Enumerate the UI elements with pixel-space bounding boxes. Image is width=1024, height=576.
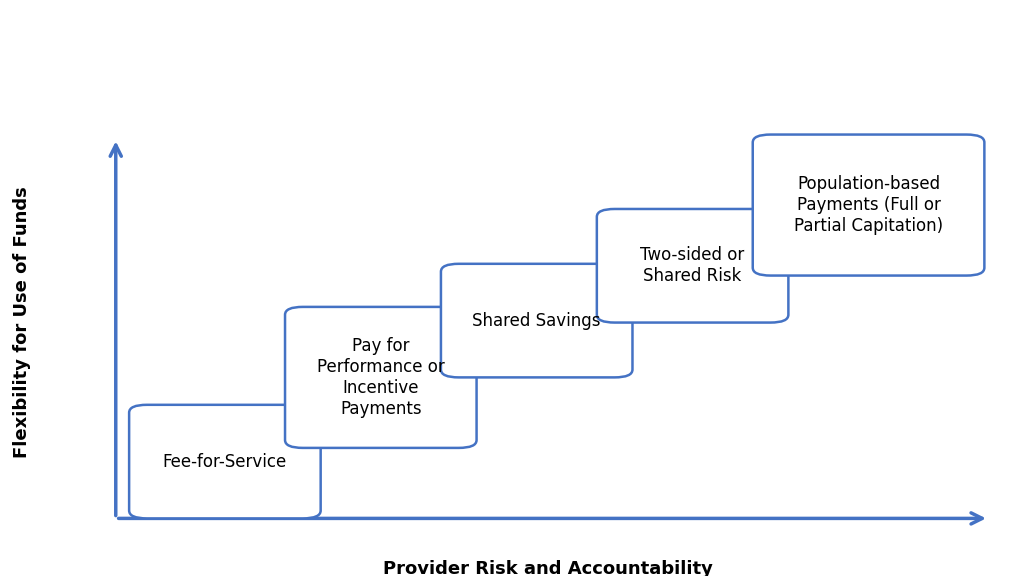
Text: Provider Risk and Accountability: Provider Risk and Accountability: [383, 560, 713, 576]
FancyBboxPatch shape: [285, 307, 476, 448]
Text: Population-based
Payments (Full or
Partial Capitation): Population-based Payments (Full or Parti…: [794, 175, 943, 235]
Text: Flexibility for Use of Funds: Flexibility for Use of Funds: [13, 187, 31, 458]
Text: Shared Savings: Shared Savings: [472, 312, 601, 329]
FancyBboxPatch shape: [597, 209, 788, 323]
Text: Payment Reform Continuum: Payment Reform Continuum: [179, 37, 845, 82]
Text: Two-sided or
Shared Risk: Two-sided or Shared Risk: [640, 247, 744, 285]
FancyBboxPatch shape: [129, 405, 321, 518]
Text: Pay for
Performance or
Incentive
Payments: Pay for Performance or Incentive Payment…: [316, 337, 444, 418]
FancyBboxPatch shape: [753, 135, 984, 275]
Text: Fee-for-Service: Fee-for-Service: [163, 453, 287, 471]
FancyBboxPatch shape: [441, 264, 633, 377]
